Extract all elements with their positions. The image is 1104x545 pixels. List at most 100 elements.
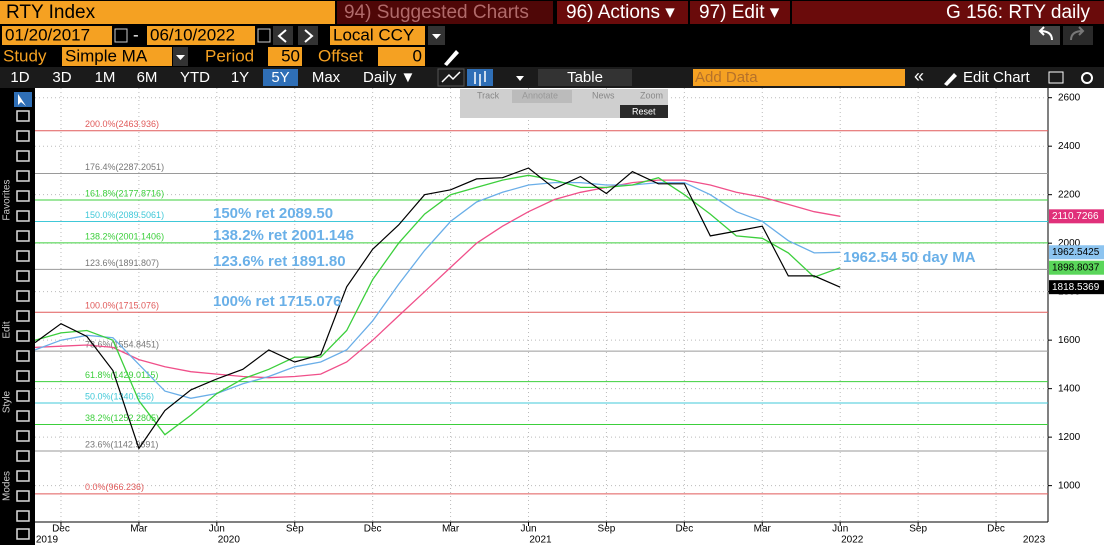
settings-icon[interactable] <box>1081 72 1093 84</box>
calendar-icon[interactable] <box>257 28 271 43</box>
tool-icon[interactable] <box>16 310 30 322</box>
retracement-label: 61.8%(1429.0115) <box>85 370 158 380</box>
side-label: Favorites <box>2 179 13 220</box>
tool-icon[interactable] <box>16 150 30 162</box>
side-label: Style <box>2 390 13 413</box>
x-tick-label: Jun <box>520 524 536 535</box>
range-button[interactable]: 1Y <box>231 69 249 86</box>
pointer-icon <box>18 94 26 106</box>
range-button[interactable]: YTD <box>180 69 210 86</box>
pen-icon[interactable] <box>444 50 459 66</box>
year-label: 2022 <box>841 535 864 545</box>
chart-tool[interactable]: Track <box>477 90 500 100</box>
retracement-label: 123.6%(1891.807) <box>85 258 159 268</box>
table-button[interactable] <box>538 69 632 86</box>
tool-icon[interactable] <box>16 170 30 182</box>
dropdown-arrow[interactable] <box>516 76 524 81</box>
security-field[interactable] <box>0 1 335 24</box>
dropdown-arrow <box>176 55 185 60</box>
next-arrow <box>304 29 314 43</box>
range-button[interactable]: 5Y <box>271 69 289 86</box>
redo-button[interactable] <box>1063 26 1093 45</box>
table-text: Table <box>567 69 603 86</box>
tool-icon[interactable] <box>16 250 30 262</box>
next-button[interactable] <box>298 26 318 45</box>
range-button[interactable]: 6M <box>137 69 158 86</box>
prev-button[interactable] <box>273 26 293 45</box>
x-tick-label: Dec <box>364 524 382 535</box>
side-label: Modes <box>2 471 13 501</box>
tool-icon[interactable] <box>16 270 30 282</box>
retracement-label: 150.0%(2089.5061) <box>85 210 164 220</box>
study-field[interactable] <box>62 47 172 66</box>
offset-label: Offset <box>318 46 363 65</box>
last-value-box <box>1049 209 1104 224</box>
offset-field[interactable] <box>378 47 425 66</box>
tool-icon[interactable] <box>16 130 30 142</box>
start-date-field[interactable] <box>2 26 112 45</box>
study-value: Simple MA <box>65 46 148 65</box>
calendar-icon[interactable] <box>114 28 128 43</box>
offset-value: 0 <box>413 46 422 65</box>
chart-tool[interactable]: News <box>592 90 615 100</box>
menu-suggested[interactable] <box>337 1 553 24</box>
tool-icon[interactable] <box>16 110 30 122</box>
undo-icon <box>1038 26 1053 41</box>
period-field[interactable] <box>268 47 302 66</box>
chart-name: G 156: RTY daily <box>946 2 1090 23</box>
annotation: 150% ret 2089.50 <box>213 205 333 222</box>
annotation: 138.2% ret 2001.146 <box>213 227 354 244</box>
study-label: Study <box>3 46 47 65</box>
tool-icon[interactable] <box>16 390 30 402</box>
start-date: 01/20/2017 <box>5 25 90 44</box>
tool-icon[interactable] <box>16 490 30 502</box>
last-value-box <box>1049 245 1104 260</box>
chart-tool[interactable]: Reset <box>632 106 656 116</box>
menu-actions[interactable] <box>557 1 688 24</box>
menu-edit[interactable] <box>690 1 790 24</box>
tool-icon[interactable] <box>16 290 30 302</box>
tool-icon[interactable] <box>16 370 30 382</box>
pointer-tool[interactable] <box>14 92 32 107</box>
add-data-field[interactable] <box>693 69 905 86</box>
layout-icon[interactable] <box>1048 71 1064 84</box>
chart-tool[interactable]: Zoom <box>640 90 663 100</box>
tool-icon[interactable] <box>16 528 30 540</box>
frequency[interactable]: Daily ▼ <box>363 69 415 86</box>
range-button[interactable]: 3D <box>52 69 71 86</box>
bar-icon <box>474 71 486 86</box>
redo-icon <box>1070 26 1085 41</box>
prev-arrow <box>277 29 287 43</box>
tool-icon[interactable] <box>16 510 30 522</box>
reset-button[interactable] <box>620 105 668 118</box>
y-tick-label: 1200 <box>1058 432 1081 443</box>
range-button[interactable]: 1D <box>10 69 29 86</box>
tool-icon[interactable] <box>16 350 30 362</box>
x-tick-label: Jun <box>832 524 848 535</box>
range-active[interactable] <box>263 69 298 86</box>
tool-icon[interactable] <box>16 230 30 242</box>
range-button[interactable]: 1M <box>95 69 116 86</box>
add-data-text: Add Data <box>695 69 758 86</box>
collapse-icon[interactable]: « <box>914 66 924 86</box>
currency-field[interactable] <box>330 26 425 45</box>
tool-icon[interactable] <box>16 190 30 202</box>
tool-icon[interactable] <box>16 410 30 422</box>
last-value-label: 1818.5369 <box>1052 282 1100 293</box>
tool-icon[interactable] <box>16 430 30 442</box>
annotation: 100% ret 1715.076 <box>213 293 341 310</box>
tool-icon[interactable] <box>16 450 30 462</box>
tool-icon[interactable] <box>16 330 30 342</box>
end-date-field[interactable] <box>147 26 255 45</box>
menu-text: 96) Actions ▾ <box>566 2 675 23</box>
series-line <box>34 181 841 399</box>
retracement-label: 0.0%(966.236) <box>85 482 144 492</box>
retracement-label: 176.4%(2287.2051) <box>85 162 164 172</box>
retracement-label: 50.0%(1340.656) <box>85 391 154 401</box>
edit-chart[interactable]: Edit Chart <box>963 69 1031 86</box>
range-button[interactable]: Max <box>312 69 341 86</box>
tool-icon[interactable] <box>16 210 30 222</box>
undo-button[interactable] <box>1030 26 1060 45</box>
tool-icon[interactable] <box>16 470 30 482</box>
pen-icon <box>944 73 957 86</box>
